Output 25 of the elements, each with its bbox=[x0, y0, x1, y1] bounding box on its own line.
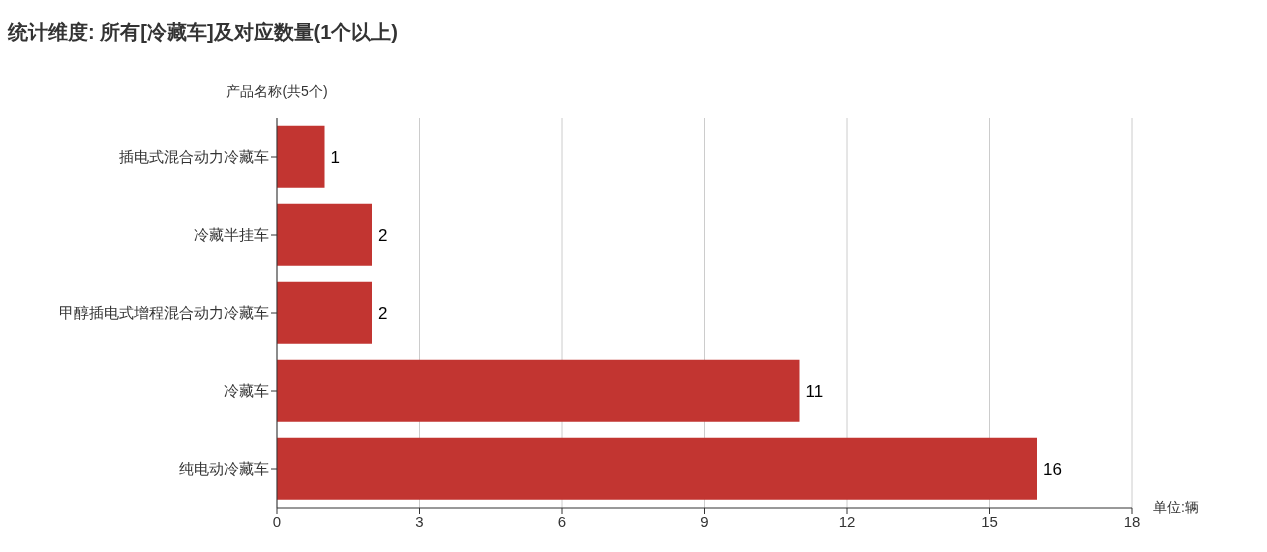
data-label: 16 bbox=[1043, 459, 1062, 479]
chart-title: 统计维度: 所有[冷藏车]及对应数量(1个以上) bbox=[8, 21, 398, 43]
data-label: 11 bbox=[805, 381, 824, 401]
x-tick-label: 6 bbox=[557, 512, 567, 530]
x-tick-label: 0 bbox=[272, 512, 282, 530]
y-tick-label: 纯电动冷藏车 bbox=[179, 460, 269, 478]
data-label: 2 bbox=[378, 303, 388, 323]
bar bbox=[277, 437, 1037, 500]
x-tick-label: 18 bbox=[1123, 512, 1141, 530]
data-label: 2 bbox=[378, 225, 388, 245]
data-label: 1 bbox=[330, 147, 340, 167]
y-axis-title: 产品名称(共5个) bbox=[226, 83, 328, 101]
bar bbox=[277, 125, 325, 188]
x-tick-label: 12 bbox=[838, 512, 856, 530]
x-tick-label: 15 bbox=[981, 512, 998, 530]
bar bbox=[277, 203, 372, 266]
y-tick-label: 冷藏车 bbox=[224, 382, 269, 400]
y-tick-label: 甲醇插电式增程混合动力冷藏车 bbox=[59, 304, 269, 322]
bar bbox=[277, 281, 372, 344]
y-tick-label: 冷藏半挂车 bbox=[194, 226, 269, 244]
bar bbox=[277, 359, 800, 422]
x-tick-label: 3 bbox=[415, 512, 424, 530]
x-tick-label: 9 bbox=[700, 512, 709, 530]
x-axis-title: 单位:辆 bbox=[1153, 499, 1199, 517]
y-tick-label: 插电式混合动力冷藏车 bbox=[119, 148, 269, 166]
